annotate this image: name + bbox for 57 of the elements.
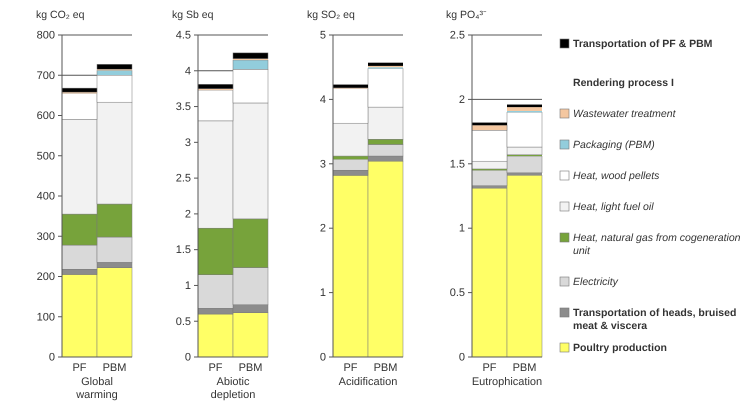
y-tick-label: 800 <box>36 30 55 42</box>
y-tick-label: 200 <box>36 271 55 284</box>
x-tick-label: PF <box>482 362 497 374</box>
y-tick-label: 1 <box>320 287 326 300</box>
y-tick-label: 0 <box>458 352 465 364</box>
y-tick-label: 0 <box>320 352 326 364</box>
y-tick-label: 0.5 <box>176 316 191 328</box>
y-tick-label: 600 <box>36 110 55 122</box>
legend-label: Electricity <box>573 276 619 288</box>
legend-label: Heat, natural gas from cogeneration unit <box>573 232 741 257</box>
y-tick-label: 2 <box>184 208 191 220</box>
x-tick-label: PBM <box>238 362 262 374</box>
x-axis-title: Acidification <box>338 376 398 388</box>
y-axis-title: kg PO₄³⁻ <box>446 9 487 21</box>
legend-label: Transportation of heads, bruised meat & viscera <box>573 307 736 332</box>
y-tick-label: 100 <box>36 311 55 324</box>
x-axis-title: Global warming <box>75 376 118 401</box>
y-tick-label: 400 <box>36 190 55 203</box>
legend-label: Poultry production <box>573 342 667 354</box>
legend-label: Wastewater treatment <box>573 108 677 120</box>
x-tick-label: PBM <box>374 362 398 374</box>
legend-label: Heat, wood pellets <box>573 170 660 182</box>
legend-label: Heat, light fuel oil <box>573 201 654 213</box>
y-tick-label: 1 <box>458 222 465 235</box>
x-axis-title: Abiotic depletion <box>210 376 256 401</box>
x-tick-label: PBM <box>102 362 126 374</box>
y-tick-label: 0 <box>184 352 191 364</box>
x-tick-label: PF <box>343 362 358 374</box>
y-tick-label: 1.5 <box>176 244 191 256</box>
y-tick-label: 4 <box>320 94 326 106</box>
x-tick-label: PF <box>208 362 223 374</box>
y-tick-label: 700 <box>36 70 55 82</box>
y-tick-label: 4.5 <box>176 30 191 42</box>
y-tick-label: 0.5 <box>450 287 465 300</box>
y-axis-title: kg SO₂ eq <box>307 9 356 21</box>
y-tick-label: 2.5 <box>176 172 191 185</box>
y-axis-title: kg Sb eq <box>172 9 214 21</box>
x-tick-label: PBM <box>512 362 536 374</box>
legend-label: Packaging (PBM) <box>573 139 655 151</box>
y-tick-label: 2 <box>458 94 465 106</box>
y-tick-label: 1.5 <box>450 158 465 170</box>
y-tick-label: 1 <box>184 280 191 292</box>
y-tick-label: 5 <box>320 30 326 42</box>
x-axis-title: Eutrophication <box>472 376 542 388</box>
legend-title: Rendering process I <box>573 77 674 89</box>
x-tick-label: PF <box>72 362 87 374</box>
y-tick-label: 3 <box>184 136 191 149</box>
legend-label: Transportation of PF & PBM <box>573 38 713 50</box>
y-axis-title: kg CO₂ eq <box>36 9 85 21</box>
y-tick-label: 3 <box>320 158 326 170</box>
y-tick-label: 4 <box>184 65 191 78</box>
y-tick-label: 0 <box>48 352 55 364</box>
y-tick-label: 2 <box>320 222 326 235</box>
y-tick-label: 300 <box>36 230 55 243</box>
y-tick-label: 2.5 <box>450 30 465 42</box>
y-tick-label: 3.5 <box>176 101 191 114</box>
y-tick-label: 500 <box>36 150 55 162</box>
